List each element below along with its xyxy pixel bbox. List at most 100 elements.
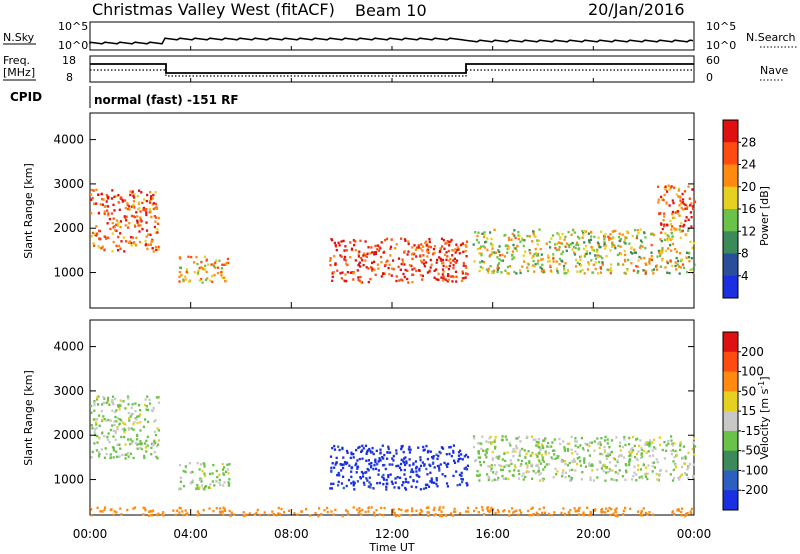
echo-cell	[486, 448, 489, 451]
echo-cell	[628, 461, 631, 464]
echo-cell	[435, 261, 438, 264]
echo-cell	[587, 513, 590, 517]
noise-tick-left-bottom: 10^0	[58, 39, 88, 52]
echo-cell	[361, 449, 364, 452]
echo-cell	[535, 252, 538, 255]
echo-cell	[644, 442, 647, 445]
echo-cell	[679, 230, 682, 233]
echo-cell	[111, 446, 114, 449]
echo-cell	[431, 252, 435, 256]
echo-cell	[221, 510, 224, 513]
echo-cell	[604, 435, 607, 439]
echo-cell	[593, 235, 596, 239]
echo-cell	[374, 251, 377, 254]
echo-cell	[101, 197, 104, 201]
echo-cell	[126, 202, 129, 205]
echo-cell	[579, 464, 583, 467]
echo-cell	[91, 231, 94, 235]
echo-cell	[614, 511, 617, 514]
echo-cell	[542, 477, 545, 481]
echo-cell	[208, 472, 212, 476]
echo-cell	[267, 513, 270, 517]
echo-cell	[637, 510, 640, 513]
echo-cell	[498, 455, 501, 458]
echo-cell	[565, 271, 568, 275]
echo-cell	[606, 442, 609, 445]
noise-tick-right-top: 10^5	[706, 20, 736, 33]
echo-cell	[101, 431, 104, 434]
echo-cell	[665, 444, 668, 447]
echo-cell	[432, 457, 435, 460]
echo-cell	[115, 455, 119, 458]
echo-cell	[98, 237, 101, 241]
echo-cell	[516, 244, 519, 248]
echo-cell	[109, 508, 112, 511]
echo-cell	[452, 444, 455, 447]
echo-cell	[669, 259, 672, 262]
echo-cell	[636, 271, 639, 274]
echo-cell	[549, 264, 552, 268]
echo-cell	[645, 451, 648, 454]
echo-cell	[419, 464, 423, 468]
echo-cell	[441, 245, 444, 248]
velocity-unit-end: ]	[758, 376, 771, 380]
echo-cell	[368, 476, 371, 479]
echo-cell	[144, 509, 147, 512]
echo-cell	[417, 246, 420, 249]
echo-cell	[423, 265, 426, 268]
echo-cell	[648, 454, 651, 458]
echo-cell	[348, 464, 351, 467]
echo-cell	[124, 443, 127, 446]
echo-cell	[367, 510, 370, 513]
echo-cell	[343, 461, 347, 464]
echo-cell	[573, 507, 576, 510]
echo-cell	[130, 406, 133, 409]
echo-cell	[334, 508, 337, 512]
echo-cell	[391, 463, 394, 466]
echo-cell	[124, 407, 127, 410]
echo-cell	[139, 421, 142, 424]
echo-cell	[373, 260, 376, 263]
echo-cell	[134, 402, 137, 405]
echo-cell	[413, 244, 416, 247]
echo-cell	[473, 437, 476, 440]
echo-cell	[674, 463, 677, 466]
echo-cell	[426, 271, 429, 274]
echo-cell	[541, 456, 544, 459]
echo-cell	[580, 436, 583, 440]
echo-cell	[147, 233, 150, 236]
echo-cell	[680, 507, 684, 510]
echo-cell	[477, 241, 480, 244]
echo-cell	[207, 263, 210, 266]
freq-tick-bottom: 8	[66, 71, 73, 84]
echo-cell	[421, 249, 424, 252]
echo-cell	[385, 237, 389, 241]
echo-cell	[143, 456, 146, 460]
echo-cell	[133, 193, 136, 196]
echo-cell	[445, 453, 448, 456]
echo-cell	[199, 477, 202, 480]
echo-cell	[151, 247, 154, 250]
echo-cell	[551, 441, 554, 444]
echo-cell	[132, 203, 135, 206]
echo-cell	[188, 462, 192, 465]
echo-cell	[218, 473, 221, 476]
echo-cell	[552, 476, 555, 479]
echo-cell	[146, 444, 149, 447]
echo-cell	[519, 449, 522, 452]
echo-cell	[518, 477, 521, 480]
echo-cell	[560, 252, 563, 256]
echo-cell	[154, 231, 157, 234]
echo-cell	[105, 194, 108, 197]
echo-cell	[102, 396, 105, 399]
echo-cell	[628, 443, 631, 446]
echo-cell	[334, 463, 337, 466]
echo-cell	[559, 442, 562, 446]
echo-cell	[486, 248, 489, 252]
echo-cell	[547, 254, 550, 257]
echo-cell	[114, 397, 117, 401]
echo-cell	[513, 246, 516, 250]
echo-cell	[669, 238, 672, 241]
echo-cell	[337, 241, 340, 244]
echo-cell	[476, 470, 479, 473]
